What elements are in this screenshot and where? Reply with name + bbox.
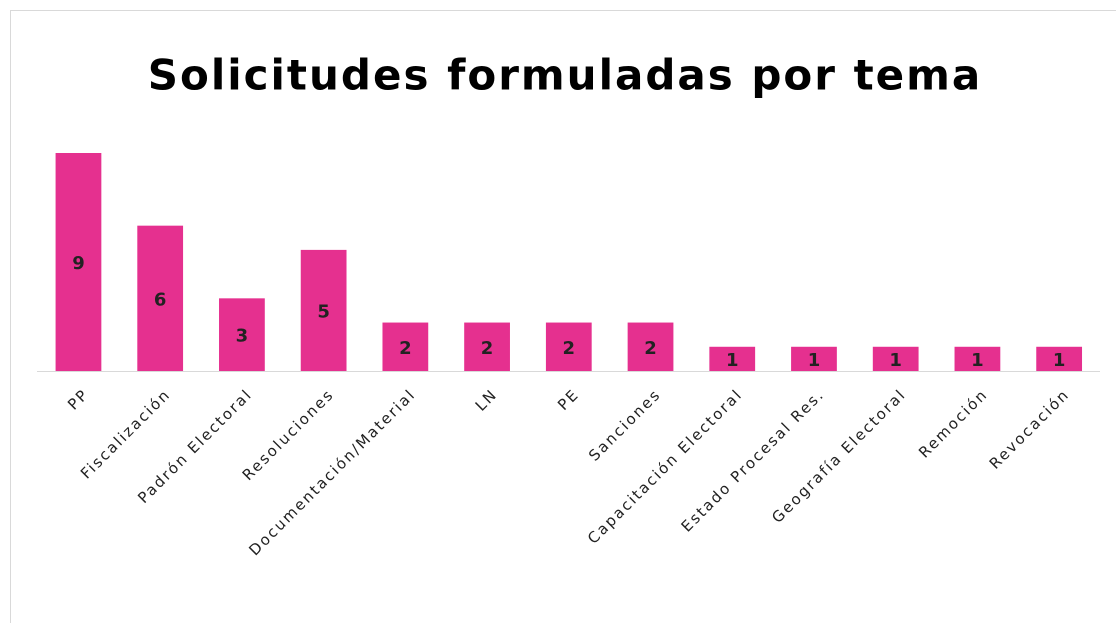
bar (954, 346, 1001, 371)
bar (137, 225, 184, 371)
data-label: 5 (317, 301, 330, 322)
bar (791, 346, 837, 371)
data-label: 2 (481, 338, 494, 359)
bar (300, 249, 347, 371)
bar (627, 322, 674, 371)
bar (545, 322, 592, 371)
data-label: 2 (563, 338, 576, 359)
bar (382, 322, 429, 371)
data-label: 1 (1053, 350, 1066, 371)
bar (219, 298, 265, 371)
data-label: 3 (236, 326, 249, 347)
chart-frame (10, 10, 1116, 623)
data-label: 1 (889, 350, 902, 371)
chart-title: Solicitudes formuladas por tema (148, 51, 983, 100)
bar (55, 153, 102, 371)
bar (1036, 346, 1083, 371)
data-label: 2 (399, 338, 412, 359)
data-label: 6 (154, 289, 167, 310)
data-label: 1 (808, 350, 821, 371)
data-label: 2 (644, 338, 657, 359)
data-label: 1 (971, 350, 984, 371)
bar (709, 346, 756, 371)
bar (872, 346, 919, 371)
data-label: 1 (726, 350, 739, 371)
bar (464, 322, 510, 371)
data-label: 9 (72, 253, 85, 274)
